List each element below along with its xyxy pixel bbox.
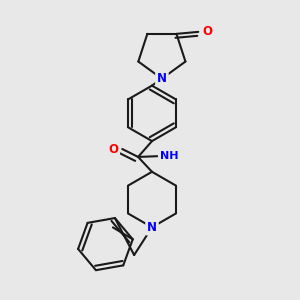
Text: O: O [202, 26, 212, 38]
Text: N: N [147, 221, 157, 234]
Text: O: O [108, 142, 118, 155]
Text: NH: NH [160, 151, 178, 161]
Text: N: N [157, 72, 167, 85]
